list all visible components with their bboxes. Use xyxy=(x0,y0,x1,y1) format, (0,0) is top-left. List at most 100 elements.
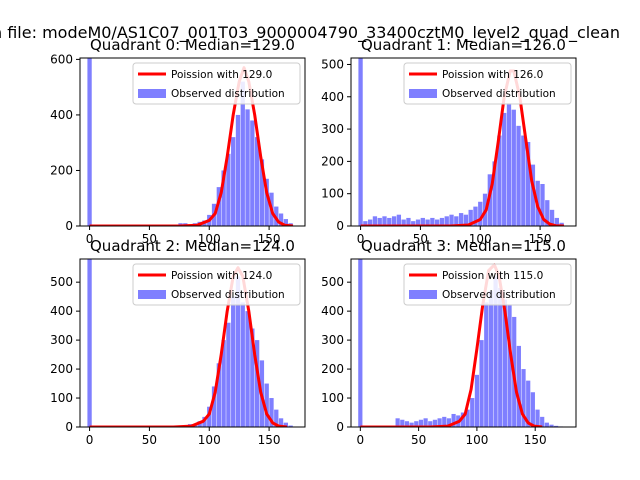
x-tick-label: 100 xyxy=(465,433,488,447)
histogram-bar xyxy=(423,418,428,427)
observed-histogram xyxy=(87,259,293,427)
histogram-bar xyxy=(235,114,241,226)
histogram-bar xyxy=(540,184,545,226)
histogram-bar xyxy=(401,219,406,226)
histogram-bar xyxy=(235,276,241,427)
histogram-bar xyxy=(554,425,559,427)
histogram-bar xyxy=(442,416,447,427)
y-tick-label: 400 xyxy=(50,108,73,122)
histogram-bar xyxy=(216,187,221,226)
x-tick-label: 100 xyxy=(198,232,221,246)
legend-bar-swatch xyxy=(138,89,166,98)
y-tick-label: 600 xyxy=(50,52,73,66)
histogram-bar xyxy=(488,290,493,427)
legend: Poission with 126.0 Observed distribution xyxy=(403,62,572,105)
histogram-bar xyxy=(283,219,289,226)
histogram-bar xyxy=(549,209,555,226)
histogram-bar xyxy=(516,125,521,226)
histogram-bar xyxy=(274,409,279,427)
histogram-bar xyxy=(549,424,554,427)
y-tick-label: 300 xyxy=(50,333,73,347)
histogram-bar xyxy=(446,418,452,427)
histogram-bar xyxy=(559,222,564,226)
histogram-bar xyxy=(358,259,363,427)
legend: Poission with 124.0 Observed distribution xyxy=(132,263,301,306)
histogram-bar xyxy=(473,206,478,226)
y-tick-label: 200 xyxy=(50,362,73,376)
histogram-bar xyxy=(264,383,269,427)
histogram-bar xyxy=(526,380,531,427)
quadrant-0-plot: 0 50 100 150 0 200 400 600 Poission with 129.0 Ob… xyxy=(50,52,306,246)
histogram-bar xyxy=(226,322,231,427)
y-tick-label: 100 xyxy=(50,391,73,405)
quadrant-1-plot: 0 50 100 150 0 100 200 300 400 500 Poission with 1… xyxy=(321,57,577,246)
histogram-bar xyxy=(264,178,269,226)
quadrant-3-plot: 0 50 100 150 0 100 200 300 400 500 Poission with 1… xyxy=(321,258,577,447)
histogram-bar xyxy=(545,200,550,226)
histogram-bar xyxy=(535,409,540,427)
histogram-bar xyxy=(87,259,92,427)
legend-bar-swatch xyxy=(138,290,166,299)
y-tick-label: 500 xyxy=(321,275,344,289)
histogram-bar xyxy=(521,369,526,427)
histogram-bar xyxy=(226,153,231,226)
histogram-bar xyxy=(474,374,480,427)
legend-bar-swatch xyxy=(409,290,437,299)
histogram-bar xyxy=(404,421,410,427)
y-tick-label: 300 xyxy=(321,122,344,136)
histogram-bar xyxy=(254,137,260,226)
x-tick-label: 150 xyxy=(529,232,552,246)
histogram-bar xyxy=(449,214,454,226)
axes-frame xyxy=(79,258,306,428)
x-tick-label: 150 xyxy=(524,433,547,447)
x-tick-label: 0 xyxy=(86,232,94,246)
histogram-bar xyxy=(250,328,255,427)
histogram-bar xyxy=(435,219,440,226)
legend-observed-label: Observed distribution xyxy=(442,88,556,100)
histogram-bar xyxy=(87,58,92,226)
histogram-bar xyxy=(498,287,503,427)
legend: Poission with 115.0 Observed distribution xyxy=(403,263,572,306)
histogram-bar xyxy=(221,340,226,427)
histogram-bar xyxy=(396,214,402,226)
histogram-bar xyxy=(470,398,475,427)
legend-observed-label: Observed distribution xyxy=(171,88,285,100)
histogram-bar xyxy=(430,217,435,226)
x-tick-label: 100 xyxy=(198,433,221,447)
quadrant-3-panel: 0 50 100 150 0 100 200 300 400 500 Poission with 1… xyxy=(321,237,577,447)
histogram-bar xyxy=(245,109,250,226)
quadrant-2-plot: 0 50 100 150 0 100 200 300 400 500 Poission with 1… xyxy=(50,258,306,447)
legend: Poission with 129.0 Observed distribution xyxy=(132,62,301,105)
histogram-bar xyxy=(502,112,507,226)
histogram-bar xyxy=(382,216,387,226)
histogram-bar xyxy=(432,419,438,427)
histogram-bar xyxy=(409,422,414,427)
histogram-bar xyxy=(454,216,459,226)
histogram-bar xyxy=(507,305,512,427)
legend-box xyxy=(132,62,301,105)
histogram-bar xyxy=(406,217,411,226)
histogram-bar xyxy=(478,201,483,226)
histogram-bar xyxy=(414,421,419,427)
histogram-bar xyxy=(540,416,545,427)
histogram-bar xyxy=(221,170,226,226)
axes-frame xyxy=(350,258,577,428)
y-tick-label: 0 xyxy=(336,420,344,434)
histogram-bar xyxy=(418,419,424,427)
histogram-bar xyxy=(465,409,470,427)
histogram-bar xyxy=(288,425,293,427)
histogram-bar xyxy=(492,161,497,226)
histogram-bar xyxy=(521,135,526,226)
x-tick-label: 50 xyxy=(411,433,426,447)
y-tick-label: 200 xyxy=(321,362,344,376)
histogram-bar xyxy=(428,421,433,427)
histogram-bar xyxy=(479,340,484,427)
legend-box xyxy=(403,263,572,306)
quadrant-3-title: Quadrant 3: Median=115.0 xyxy=(361,237,566,255)
histogram-bar xyxy=(493,276,498,427)
histogram-bar xyxy=(372,216,378,226)
y-tick-label: 400 xyxy=(321,304,344,318)
histogram-bar xyxy=(463,214,469,226)
histogram-bar xyxy=(415,219,421,226)
x-tick-label: 0 xyxy=(357,433,365,447)
